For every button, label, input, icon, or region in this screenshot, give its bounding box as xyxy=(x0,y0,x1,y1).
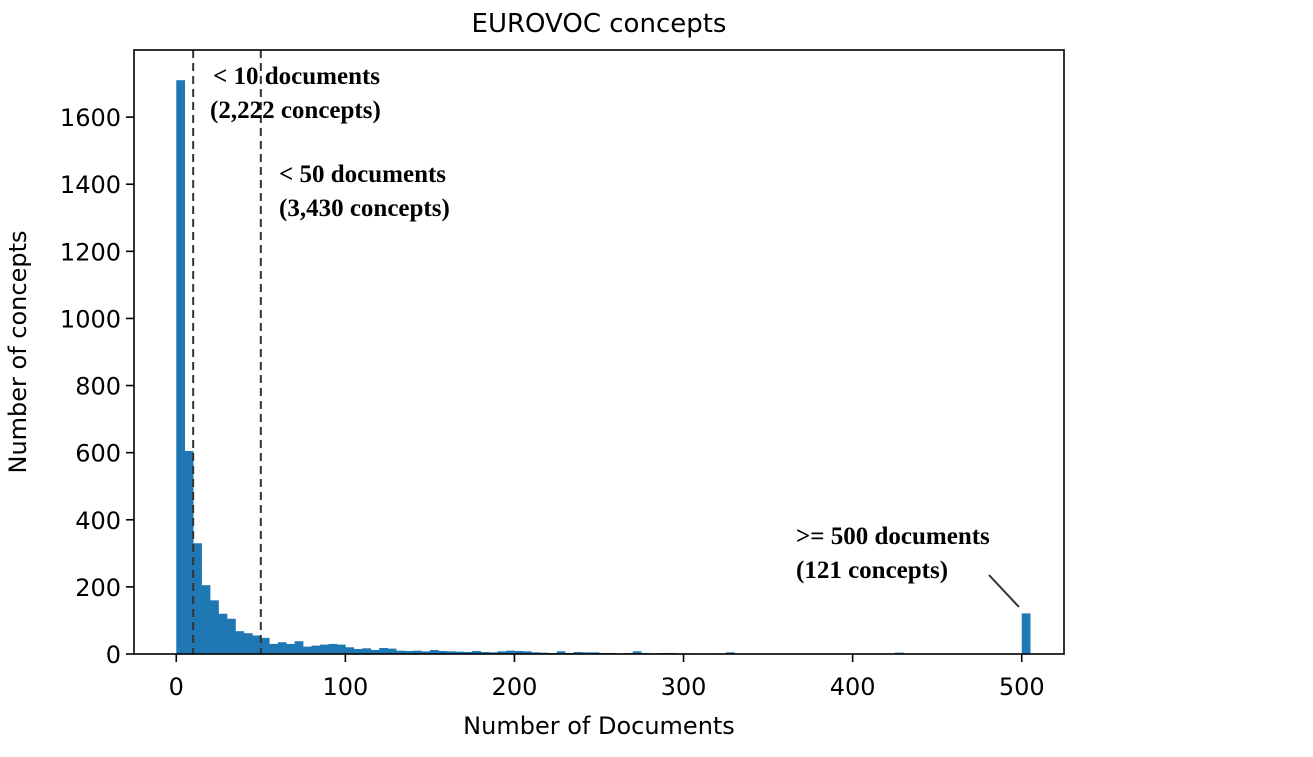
histogram-bar xyxy=(353,648,363,654)
histogram-bar xyxy=(522,651,532,654)
histogram-bar xyxy=(252,635,262,654)
histogram-bar xyxy=(210,600,219,654)
histogram-bar xyxy=(184,450,194,654)
annotation-ge500: >= 500 documents (121 concepts) xyxy=(796,523,1020,608)
histogram-bar xyxy=(489,652,498,654)
histogram-bar xyxy=(294,641,304,654)
y-tick-label: 1000 xyxy=(60,305,121,333)
histogram-bar xyxy=(176,80,186,654)
x-tick-label: 100 xyxy=(322,673,368,701)
y-axis-ticks: 0 200 400 600 800 1000 1200 1400 1600 xyxy=(60,104,134,669)
annotation-lt50-line1: < 50 documents xyxy=(279,161,446,188)
histogram-bar xyxy=(463,651,473,654)
histogram-bar xyxy=(514,650,524,654)
histogram-bar xyxy=(243,633,253,654)
histogram-bar xyxy=(277,642,287,654)
histogram-bar xyxy=(506,650,515,654)
x-tick-label: 400 xyxy=(830,673,876,701)
x-tick-label: 0 xyxy=(169,673,184,701)
annotation-ge500-pointer xyxy=(988,574,1020,608)
histogram-bar xyxy=(446,651,456,654)
histogram-bar xyxy=(472,650,481,654)
reference-lines xyxy=(192,50,262,654)
histogram-bar xyxy=(218,613,228,654)
histogram-bar xyxy=(590,652,600,654)
annotation-lt10-line2: (2,222 concepts) xyxy=(210,97,381,124)
histogram-bars xyxy=(176,80,1031,654)
x-axis-ticks: 0 100 200 300 400 500 xyxy=(169,654,1045,701)
histogram-bar xyxy=(455,651,465,654)
histogram-bar xyxy=(556,651,566,654)
plot-frame xyxy=(133,49,1065,655)
histogram-bar xyxy=(235,631,245,654)
histogram-bar xyxy=(320,644,329,654)
histogram-bar xyxy=(362,648,372,654)
annotation-lt10-line1: < 10 documents xyxy=(213,63,380,90)
x-tick-label: 300 xyxy=(661,673,707,701)
histogram-bar xyxy=(379,647,388,654)
histogram-bar xyxy=(336,644,346,654)
y-tick-label: 200 xyxy=(75,574,121,602)
annotation-ge500-line1: >= 500 documents xyxy=(796,523,990,550)
y-tick-label: 400 xyxy=(75,507,121,535)
y-tick-label: 0 xyxy=(106,641,121,669)
y-tick-label: 800 xyxy=(75,373,121,401)
histogram-bar xyxy=(480,651,490,654)
histogram-bar xyxy=(1021,613,1031,654)
histogram-bar xyxy=(531,652,541,654)
x-tick-label: 500 xyxy=(999,673,1045,701)
histogram-bar xyxy=(303,646,312,654)
histogram-bar xyxy=(387,648,397,654)
y-tick-label: 1600 xyxy=(60,104,121,132)
histogram-bar xyxy=(429,649,439,654)
histogram-bar xyxy=(404,650,414,654)
histogram-bar xyxy=(497,651,507,654)
y-tick-label: 1200 xyxy=(60,238,121,266)
histogram-bar xyxy=(193,543,202,654)
histogram-bar xyxy=(311,645,321,654)
histogram-bar xyxy=(227,618,236,654)
histogram-bar xyxy=(582,652,591,654)
x-axis-label: Number of Documents xyxy=(463,712,735,740)
histogram-bar xyxy=(260,637,270,654)
annotation-lt50-line2: (3,430 concepts) xyxy=(279,195,450,222)
histogram-bar xyxy=(438,650,448,654)
histogram-bar xyxy=(370,649,380,654)
histogram-bar xyxy=(421,651,431,654)
y-tick-label: 1400 xyxy=(60,171,121,199)
histogram-bar xyxy=(201,585,211,654)
histogram-bar xyxy=(269,643,279,654)
annotation-lt10: < 10 documents (2,222 concepts) xyxy=(210,63,381,124)
y-axis-label: Number of concepts xyxy=(4,231,32,474)
histogram-bar xyxy=(286,643,295,654)
histogram-bar xyxy=(328,643,338,654)
histogram-bar xyxy=(725,652,735,654)
y-tick-label: 600 xyxy=(75,440,121,468)
histogram-bar xyxy=(413,650,422,654)
annotation-lt50: < 50 documents (3,430 concepts) xyxy=(279,161,450,222)
histogram-bar xyxy=(345,647,355,654)
histogram-bar xyxy=(632,651,642,654)
chart-title: EUROVOC concepts xyxy=(472,9,727,39)
histogram-bar xyxy=(573,651,583,654)
annotation-ge500-line2: (121 concepts) xyxy=(796,557,948,584)
x-tick-label: 200 xyxy=(492,673,538,701)
histogram-bar xyxy=(396,650,405,654)
